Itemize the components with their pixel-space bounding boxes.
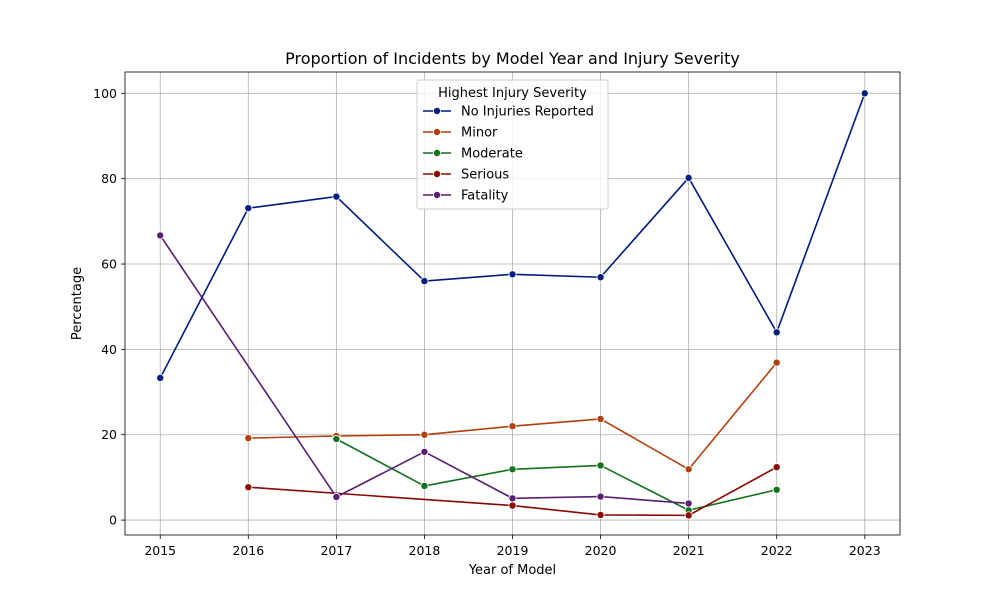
legend-label: No Injuries Reported [461, 105, 594, 120]
legend-item: Minor [423, 126, 498, 141]
data-point [244, 483, 253, 492]
data-point [332, 192, 341, 201]
series-serious [244, 463, 781, 520]
data-point [508, 501, 517, 510]
data-point [332, 493, 341, 502]
x-tick-label: 2018 [409, 543, 441, 558]
legend-label: Fatality [461, 189, 509, 204]
legend-label: Serious [461, 168, 509, 183]
y-tick-label: 100 [93, 86, 117, 101]
legend-marker-swatch [432, 127, 441, 136]
data-point [772, 485, 781, 494]
data-point [684, 465, 693, 474]
x-axis-label: Year of Model [468, 563, 556, 578]
data-point [420, 447, 429, 456]
y-tick-label: 80 [101, 171, 117, 186]
y-tick-label: 40 [101, 342, 117, 357]
chart-title: Proportion of Incidents by Model Year an… [285, 49, 740, 68]
data-point [156, 231, 165, 240]
data-point [596, 414, 605, 423]
data-point [508, 494, 517, 503]
legend-marker-swatch [432, 148, 441, 157]
data-point [156, 373, 165, 382]
data-point [508, 270, 517, 279]
x-tick-label: 2015 [144, 543, 176, 558]
data-point [684, 173, 693, 182]
data-point [244, 204, 253, 213]
data-point [772, 358, 781, 367]
x-tick-label: 2019 [497, 543, 529, 558]
legend-title: Highest Injury Severity [438, 86, 587, 101]
data-point [860, 89, 869, 98]
data-point [684, 511, 693, 520]
legend-item: Moderate [423, 147, 523, 162]
axis-ticks: 2015 2016 2017 2018 2019 2020 2021 2022 2023 0 20 4… [93, 86, 881, 558]
legend-marker-swatch [432, 107, 441, 116]
data-point [420, 430, 429, 439]
legend-box [416, 79, 609, 210]
legend-item: Fatality [423, 189, 509, 204]
legend: Highest Injury Severity No Injuries Repo… [416, 79, 609, 210]
legend-label: Moderate [461, 147, 523, 162]
x-tick-label: 2020 [585, 543, 617, 558]
legend-marker-swatch [432, 169, 441, 178]
data-point [596, 461, 605, 470]
y-tick-label: 60 [101, 257, 117, 272]
legend-item: No Injuries Reported [423, 105, 594, 120]
legend-marker-swatch [432, 190, 441, 199]
series-lines [156, 89, 869, 520]
data-point [684, 499, 693, 508]
data-point [596, 273, 605, 282]
legend-item: Serious [423, 168, 509, 183]
data-point [596, 510, 605, 519]
series-no-injuries-reported [156, 89, 869, 382]
y-axis-label: Percentage [70, 267, 85, 340]
x-tick-label: 2022 [761, 543, 793, 558]
x-tick-label: 2016 [232, 543, 264, 558]
data-point [508, 465, 517, 474]
legend-label: Minor [461, 126, 498, 141]
x-tick-label: 2023 [849, 543, 881, 558]
data-point [772, 463, 781, 472]
data-point [244, 434, 253, 443]
y-tick-label: 20 [101, 427, 117, 442]
data-point [420, 481, 429, 490]
data-point [332, 434, 341, 443]
x-tick-label: 2021 [673, 543, 705, 558]
legend-items: No Injuries Reported Minor Moderate Serious… [423, 105, 594, 204]
series-line [159, 234, 689, 505]
data-point [508, 422, 517, 431]
data-point [596, 492, 605, 501]
x-tick-label: 2017 [320, 543, 352, 558]
data-point [420, 277, 429, 286]
series-fatality [156, 231, 693, 508]
y-tick-label: 0 [109, 513, 117, 528]
data-point [772, 328, 781, 337]
